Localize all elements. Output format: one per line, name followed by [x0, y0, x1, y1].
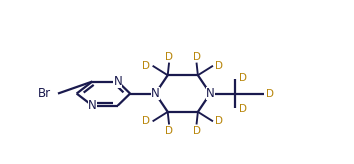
Text: D: D: [165, 125, 173, 135]
Text: D: D: [239, 104, 247, 114]
Text: N: N: [88, 99, 97, 112]
Text: D: D: [193, 125, 200, 135]
Text: D: D: [165, 52, 173, 62]
Text: D: D: [267, 89, 274, 99]
Text: D: D: [239, 73, 247, 83]
Text: D: D: [142, 61, 150, 71]
Text: N: N: [206, 87, 215, 100]
Text: D: D: [215, 61, 223, 71]
Text: D: D: [193, 52, 200, 62]
Text: D: D: [142, 116, 150, 126]
Text: Br: Br: [38, 87, 51, 100]
Text: N: N: [113, 75, 122, 88]
Text: N: N: [151, 87, 160, 100]
Text: D: D: [215, 116, 223, 126]
